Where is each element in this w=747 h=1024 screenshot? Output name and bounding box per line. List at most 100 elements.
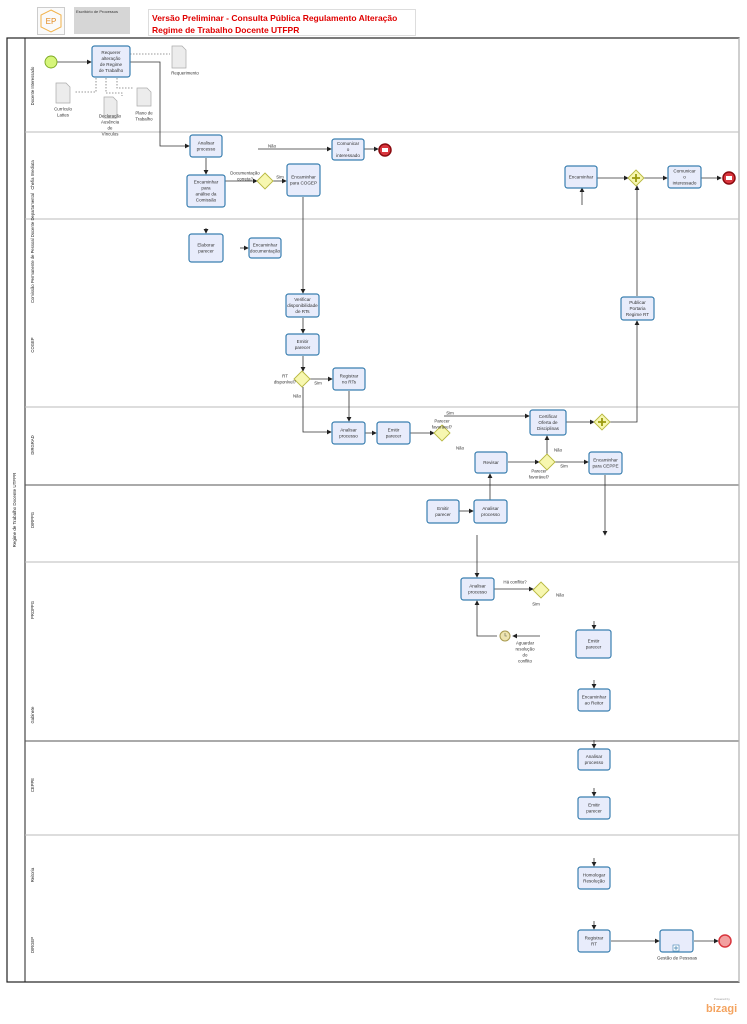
lane-label: Gabinete (30, 706, 35, 724)
gateway-diamond[interactable] (256, 172, 274, 190)
exclusive-gateway[interactable]: Há conflito? (503, 580, 550, 599)
gateway-diamond[interactable] (532, 581, 550, 599)
flow-label: Sim (560, 464, 568, 469)
task-t19[interactable]: Emitir parecer (426, 499, 460, 524)
task-box[interactable] (189, 134, 223, 158)
task-label: Analisar processo (585, 754, 604, 765)
task-box[interactable] (186, 174, 226, 208)
task-t2[interactable]: Analisar processo (189, 134, 223, 158)
task-t23[interactable]: Encaminhar ao Reitor (577, 688, 611, 712)
task-t1[interactable]: Requerer alteração de Regime de Trabalho (91, 45, 131, 78)
task-box[interactable] (588, 451, 623, 475)
task-box[interactable] (577, 748, 611, 771)
task-t13[interactable]: Publicar Portaria Regime RT (620, 296, 655, 321)
task-t8[interactable]: Elaborar parecer (188, 233, 224, 263)
task-t12[interactable]: Registrar no RTs (332, 367, 366, 391)
sequence-flow[interactable] (302, 387, 332, 435)
task-box[interactable] (188, 233, 224, 263)
task-box[interactable] (564, 165, 598, 189)
task-t7[interactable]: Comunicar o interessado (667, 165, 702, 189)
message-end-event[interactable] (378, 143, 392, 157)
task-t15[interactable]: Emitir parecer (376, 421, 411, 445)
document-label: Requerimento (171, 71, 199, 76)
task-t21[interactable]: Analisar processo (460, 577, 495, 601)
task-t26[interactable]: Homologar Resolução (577, 866, 611, 890)
task-box[interactable] (285, 293, 320, 318)
gateway-diamond[interactable] (433, 424, 451, 442)
sequence-flow[interactable] (610, 320, 640, 423)
lane-label: DIRGEP (30, 937, 35, 953)
task-box[interactable] (460, 577, 495, 601)
task-box[interactable] (91, 45, 131, 78)
flow-label: Não (554, 448, 563, 453)
task-box[interactable] (473, 499, 508, 524)
exclusive-gateway[interactable]: Parecer favorável? (529, 453, 556, 480)
task-box[interactable] (577, 866, 611, 890)
parallel-gateway[interactable] (627, 169, 645, 187)
data-object-d1: Currículo Lattes (54, 82, 72, 118)
sequence-flow[interactable] (474, 600, 497, 637)
task-t3[interactable]: Encaminhar para análise da Comissão (186, 174, 226, 208)
task-t11[interactable]: Emitir parecer (285, 333, 320, 356)
task-box[interactable] (331, 138, 365, 161)
task-t27[interactable]: Registrar RT (577, 929, 611, 953)
exclusive-gateway[interactable]: Documentação correta? (230, 171, 274, 190)
task-box[interactable] (332, 367, 366, 391)
task-box[interactable] (474, 451, 508, 474)
task-box[interactable] (620, 296, 655, 321)
parallel-gateway[interactable] (593, 413, 611, 431)
subprocess-gestao-pessoas[interactable]: Gestão de Pessoas (657, 929, 698, 961)
timer-event[interactable]: Aguardar resolução do conflito (499, 630, 535, 664)
task-t4[interactable]: Encaminhar para COGEP (286, 163, 321, 197)
task-box[interactable] (577, 796, 611, 820)
task-t18[interactable]: Encaminhar para CEPPE (588, 451, 623, 475)
task-label: Homologar Resolução (583, 873, 606, 884)
task-box[interactable] (426, 499, 460, 524)
task-label: Analisar processo (468, 584, 487, 595)
start-event[interactable] (44, 55, 58, 69)
gateway-diamond[interactable] (293, 370, 311, 388)
flow-label: Sim (276, 175, 284, 180)
message-end-event[interactable] (722, 171, 736, 185)
task-box[interactable] (577, 929, 611, 953)
exclusive-gateway[interactable]: RT disponível? (274, 370, 311, 388)
end-event[interactable] (718, 934, 732, 948)
task-box[interactable] (577, 688, 611, 712)
task-t6[interactable]: Encaminhar (564, 165, 598, 189)
document-icon (171, 45, 187, 69)
task-box[interactable] (331, 421, 366, 445)
task-box[interactable] (286, 163, 321, 197)
document-label: Currículo Lattes (54, 107, 72, 118)
lane-label: COGEP (30, 337, 35, 352)
flow-label: Sim (446, 411, 454, 416)
task-t16[interactable]: Certificar Oferta de Disciplinas (529, 409, 567, 436)
subprocess-label: Gestão de Pessoas (657, 956, 698, 961)
clock-icon (504, 633, 507, 637)
subprocess-box[interactable] (659, 929, 694, 953)
task-label: Emitir parecer (586, 803, 602, 814)
task-t25[interactable]: Emitir parecer (577, 796, 611, 820)
task-label: Comunicar o interessado (673, 169, 697, 186)
task-box[interactable] (248, 237, 282, 259)
gateway-label: RT disponível? (274, 374, 297, 385)
task-label: Publicar Portaria Regime RT (626, 300, 649, 317)
task-box[interactable] (667, 165, 702, 189)
task-box[interactable] (575, 629, 612, 659)
gateway-diamond[interactable] (538, 453, 556, 471)
task-t22[interactable]: Emitir parecer (575, 629, 612, 659)
exclusive-gateway[interactable]: Parecer favorável? (432, 419, 453, 442)
task-label: Registrar RT (585, 936, 604, 947)
task-t14[interactable]: Analisar processo (331, 421, 366, 445)
task-box[interactable] (376, 421, 411, 445)
task-label: Certificar Oferta de Disciplinas (537, 414, 560, 431)
task-box[interactable] (285, 333, 320, 356)
task-t20[interactable]: Analisar processo (473, 499, 508, 524)
task-t17[interactable]: Revisar (474, 451, 508, 474)
task-box[interactable] (529, 409, 567, 436)
sequence-flow[interactable] (130, 61, 190, 149)
task-t5[interactable]: Comunicar o interessado (331, 138, 365, 161)
task-t24[interactable]: Analisar processo (577, 748, 611, 771)
task-t10[interactable]: Verificar disponibilidade de RTs (285, 293, 320, 318)
task-t9[interactable]: Encaminhar documentação (248, 237, 282, 259)
